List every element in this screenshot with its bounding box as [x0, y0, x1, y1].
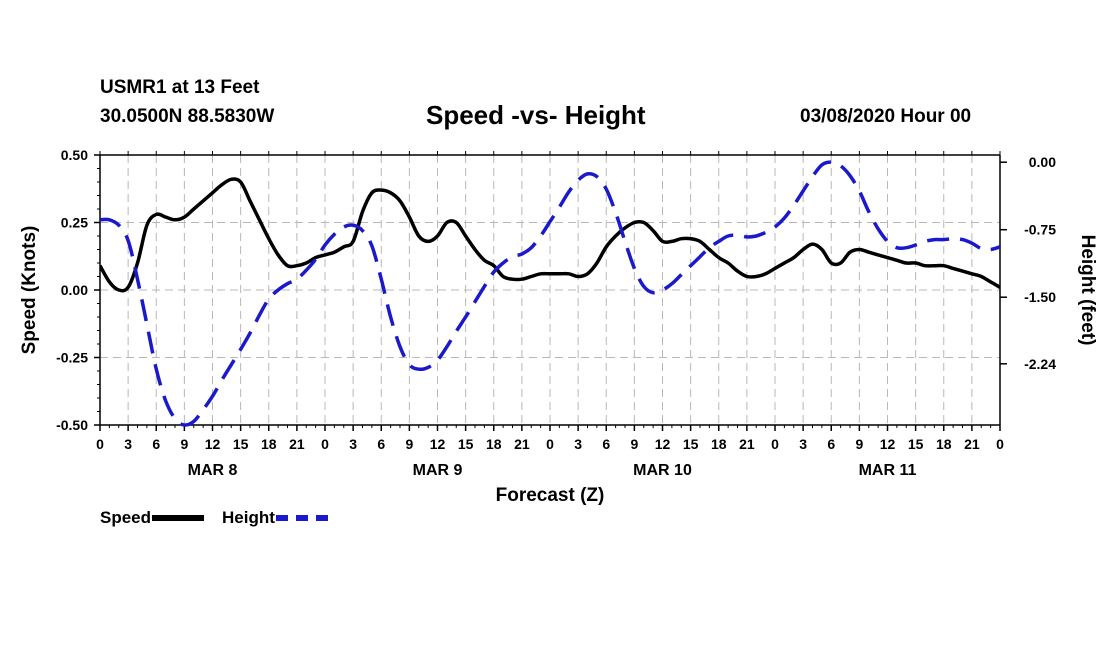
x-tick-label: 18: [261, 436, 277, 452]
legend-speed-swatch: [152, 515, 205, 521]
x-tick-label: 0: [996, 436, 1004, 452]
x-tick-label: 12: [205, 436, 221, 452]
y-left-tick-label: -0.50: [56, 417, 88, 433]
x-tick-label: 12: [655, 436, 671, 452]
x-tick-label: 15: [908, 436, 924, 452]
x-tick-label: 21: [964, 436, 980, 452]
x-tick-label: 3: [349, 436, 357, 452]
day-label: MAR 11: [859, 462, 917, 479]
y-right-tick-label: 0.00: [1029, 154, 1056, 170]
legend-height-swatch: [275, 515, 328, 521]
day-label: MAR 8: [188, 462, 238, 479]
x-tick-label: 18: [486, 436, 502, 452]
series-line-height: [100, 160, 1000, 427]
coordinates-label: 30.0500N 88.5830W: [100, 106, 275, 127]
legend-speed-label: Speed: [100, 508, 152, 527]
legend: Speed Height: [100, 508, 346, 528]
x-tick-label: 0: [546, 436, 554, 452]
x-tick-label: 21: [514, 436, 530, 452]
x-tick-label: 15: [233, 436, 249, 452]
y-left-tick-label: -0.25: [56, 350, 88, 366]
x-tick-label: 21: [739, 436, 755, 452]
legend-item-height: Height: [222, 508, 328, 528]
day-label: MAR 9: [413, 462, 463, 479]
x-tick-label: 9: [630, 436, 638, 452]
x-tick-label: 9: [405, 436, 413, 452]
x-tick-label: 15: [683, 436, 699, 452]
x-tick-label: 12: [430, 436, 446, 452]
x-tick-label: 12: [880, 436, 896, 452]
series-line-speed: [100, 177, 1000, 293]
x-tick-label: 3: [799, 436, 807, 452]
x-tick-label: 0: [771, 436, 779, 452]
y-left-axis-title: Speed (Knots): [19, 226, 40, 355]
forecast-datetime: 03/08/2020 Hour 00: [800, 106, 972, 127]
x-tick-label: 9: [855, 436, 863, 452]
x-tick-label: 0: [321, 436, 329, 452]
y-left-tick-label: 0.00: [61, 282, 88, 298]
x-tick-label: 3: [574, 436, 582, 452]
day-label: MAR 10: [633, 462, 692, 479]
x-tick-label: 15: [458, 436, 474, 452]
legend-height-label: Height: [222, 508, 275, 527]
legend-item-speed: Speed: [100, 508, 205, 528]
x-axis-title: Forecast (Z): [496, 485, 605, 506]
x-tick-label: 21: [289, 436, 305, 452]
y-left-tick-label: 0.25: [61, 215, 88, 231]
x-tick-label: 0: [96, 436, 104, 452]
x-tick-label: 6: [602, 436, 610, 452]
station-label: USMR1 at 13 Feet: [100, 77, 260, 98]
y-right-tick-label: -1.50: [1024, 289, 1056, 305]
y-right-tick-label: -2.24: [1024, 356, 1056, 372]
y-right-tick-label: -0.75: [1024, 222, 1056, 238]
y-right-axis-title: Height (feet): [1077, 235, 1098, 346]
x-tick-label: 9: [180, 436, 188, 452]
x-tick-label: 18: [936, 436, 952, 452]
chart-title: Speed -vs- Height: [426, 100, 646, 130]
x-tick-label: 18: [711, 436, 727, 452]
x-tick-label: 3: [124, 436, 132, 452]
y-left-tick-label: 0.50: [61, 147, 88, 163]
x-tick-label: 6: [152, 436, 160, 452]
x-tick-label: 6: [377, 436, 385, 452]
x-tick-label: 6: [827, 436, 835, 452]
